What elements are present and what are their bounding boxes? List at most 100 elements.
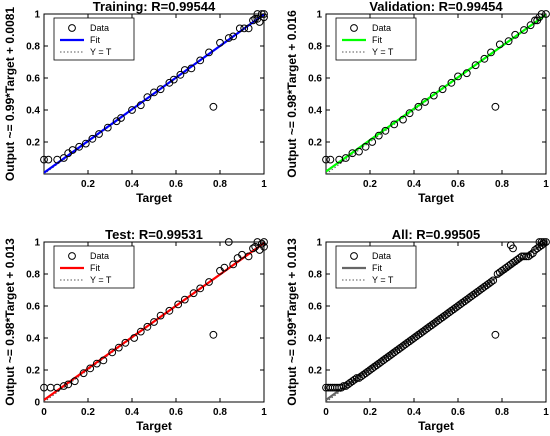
y-tick-label: 1 xyxy=(316,238,322,249)
data-point xyxy=(526,21,535,30)
legend-label: Fit xyxy=(90,35,100,45)
data-point xyxy=(491,330,500,339)
data-point xyxy=(68,146,77,154)
data-point xyxy=(130,334,139,342)
data-point xyxy=(533,16,542,25)
y-tick-label: 0.6 xyxy=(308,302,322,313)
legend-label: Y = T xyxy=(372,275,394,285)
data-point xyxy=(438,85,447,94)
y-axis: 0.2 0.4 0.6 0.8 1 xyxy=(308,10,546,149)
data-point xyxy=(40,155,48,164)
legend-label: Data xyxy=(90,23,109,33)
x-axis-label: Target xyxy=(418,191,454,205)
data-points xyxy=(40,10,268,164)
data-point xyxy=(64,380,73,389)
legend: Data Fit Y = T xyxy=(335,245,417,289)
data-point xyxy=(180,295,189,304)
legend-label: Fit xyxy=(90,263,100,273)
data-point xyxy=(44,155,53,164)
data-point xyxy=(390,120,399,129)
data-point xyxy=(81,139,90,148)
legend: Data Fit Y = T xyxy=(335,17,417,61)
x-axis: 0 0.2 0.4 0.6 0.8 1 xyxy=(323,242,549,418)
chart-panel-3: 0 0.2 0.4 0.6 0.8 1 0 0.2 0.4 0.6 0.8 1 Test: R=0.99… xyxy=(3,227,268,433)
x-tick-label: 0.8 xyxy=(495,407,509,418)
data-point xyxy=(244,252,253,261)
data-point xyxy=(399,115,407,124)
data-point xyxy=(189,289,198,298)
data-point xyxy=(143,93,152,102)
x-tick-label: 1 xyxy=(261,407,267,418)
data-point xyxy=(114,343,123,352)
data-point xyxy=(537,10,546,18)
data-point xyxy=(136,101,145,110)
x-tick-label: 0.6 xyxy=(169,179,183,190)
data-point xyxy=(260,10,268,18)
data-point xyxy=(136,327,145,336)
data-point xyxy=(504,37,513,46)
legend-label: Data xyxy=(372,251,391,261)
legend-data-marker xyxy=(68,24,76,32)
x-tick-label: 0.2 xyxy=(81,407,95,418)
data-point xyxy=(381,126,390,135)
x-axis-label: Target xyxy=(136,419,172,433)
data-point xyxy=(174,300,183,309)
chart-title: Test: R=0.99531 xyxy=(105,227,203,242)
data-point xyxy=(350,375,359,384)
data-point xyxy=(240,24,249,33)
x-tick-label: 1 xyxy=(543,179,549,190)
data-point xyxy=(542,10,550,18)
data-point xyxy=(108,348,117,357)
data-point xyxy=(229,32,238,41)
data-point xyxy=(471,61,480,70)
y-axis: 0.2 0.4 0.6 0.8 1 xyxy=(26,10,264,149)
y-axis-label: Output ~= 0.99*Target + 0.013 xyxy=(285,238,299,406)
y-tick-label: 1 xyxy=(34,10,40,21)
data-point xyxy=(169,75,178,84)
y-tick-label: 0.6 xyxy=(26,74,40,85)
data-point xyxy=(216,38,224,47)
y-tick-label: 0 xyxy=(34,398,40,409)
x-tick-label: 0.8 xyxy=(495,179,509,190)
data-point xyxy=(224,238,233,246)
y-tick-label: 0.4 xyxy=(26,106,40,117)
data-point xyxy=(92,359,101,368)
x-tick-label: 0.2 xyxy=(81,179,95,190)
y-tick-label: 0.4 xyxy=(308,106,322,117)
y-tick-label: 0.6 xyxy=(308,74,322,85)
legend-label: Data xyxy=(372,23,391,33)
x-tick-label: 0.4 xyxy=(407,179,421,190)
x-tick-label: 0 xyxy=(323,407,329,418)
data-point xyxy=(59,154,68,162)
y-tick-label: 0.4 xyxy=(308,334,322,345)
x-tick-label: 0.8 xyxy=(213,407,227,418)
data-point xyxy=(539,238,548,246)
y-axis-label: Output ~= 0.99*Target + 0.0081 xyxy=(3,7,17,182)
data-point xyxy=(489,276,498,285)
data-point xyxy=(165,306,174,315)
x-tick-label: 0.6 xyxy=(451,407,465,418)
legend-label: Y = T xyxy=(372,47,394,57)
data-point xyxy=(355,147,363,156)
data-point xyxy=(509,244,517,253)
data-point xyxy=(150,88,158,97)
data-point xyxy=(260,238,268,246)
data-point xyxy=(352,374,361,382)
data-point xyxy=(95,130,103,138)
data-point xyxy=(103,123,112,132)
y-tick-label: 0.8 xyxy=(26,42,40,53)
x-axis: 0 0.2 0.4 0.6 0.8 1 xyxy=(41,242,267,418)
data-point xyxy=(143,322,152,331)
data-point xyxy=(121,338,130,347)
data-point xyxy=(260,242,268,251)
data-point xyxy=(495,40,504,49)
y-tick-label: 1 xyxy=(34,238,40,249)
data-point xyxy=(522,252,531,261)
x-axis: 0.2 0.4 0.6 0.8 1 xyxy=(363,14,549,190)
legend-data-marker xyxy=(350,24,358,32)
data-point xyxy=(86,364,95,373)
legend-data-marker xyxy=(350,252,358,260)
legend-label: Fit xyxy=(372,263,382,273)
legend-label: Y = T xyxy=(90,275,112,285)
legend-label: Data xyxy=(90,251,109,261)
